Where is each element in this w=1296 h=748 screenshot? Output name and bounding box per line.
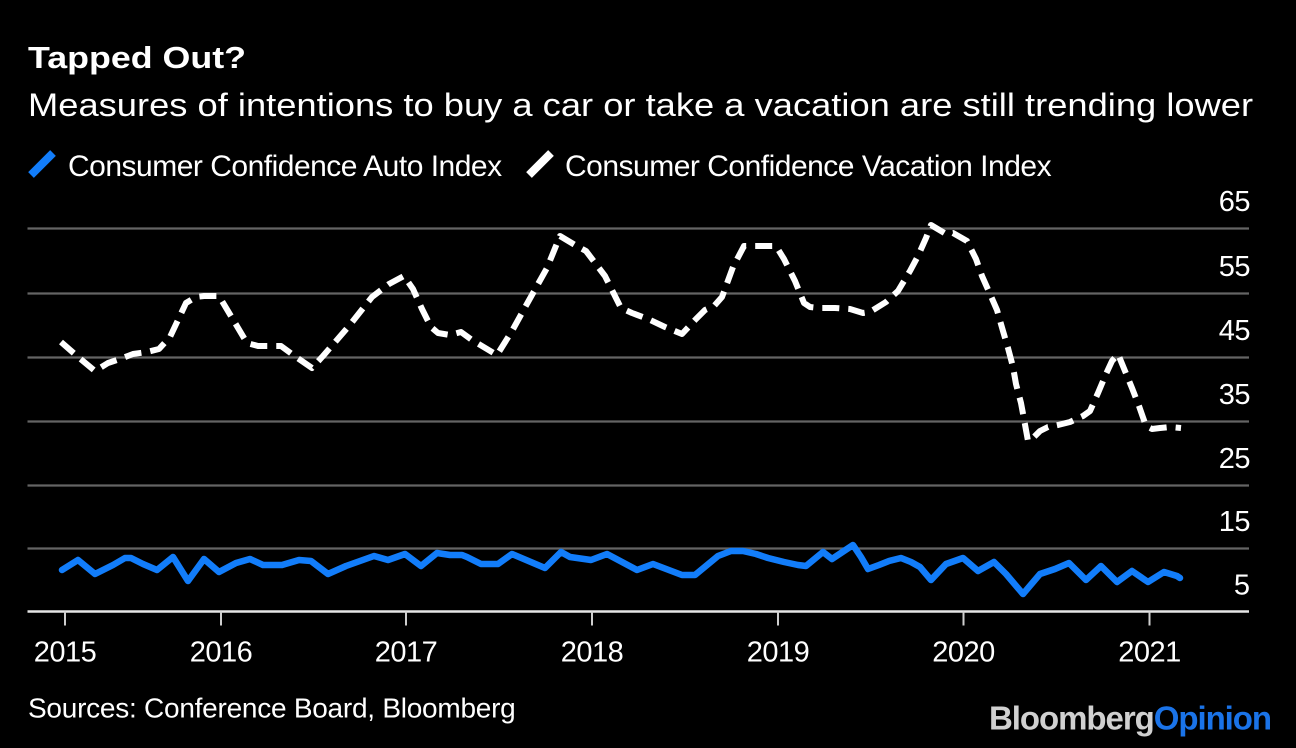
svg-text:45: 45 [1219,315,1250,347]
svg-text:65: 65 [1219,186,1250,218]
svg-text:2019: 2019 [747,637,810,669]
svg-text:15: 15 [1219,506,1250,538]
svg-text:Consumer Confidence Vacation I: Consumer Confidence Vacation Index [565,150,1052,183]
svg-text:2020: 2020 [932,637,995,669]
svg-text:2016: 2016 [190,637,253,669]
svg-text:Measures of intentions to buy: Measures of intentions to buy a car or t… [28,88,1253,124]
svg-text:2018: 2018 [561,637,624,669]
svg-text:35: 35 [1219,379,1250,411]
svg-text:2015: 2015 [34,637,97,669]
svg-text:2017: 2017 [375,637,438,669]
svg-text:55: 55 [1219,251,1250,283]
svg-text:2021: 2021 [1118,637,1181,669]
svg-text:Sources: Conference Board, Blo: Sources: Conference Board, Bloomberg [28,693,516,724]
svg-text:Tapped Out?: Tapped Out? [28,41,246,75]
svg-text:5: 5 [1234,570,1250,602]
svg-text:Consumer Confidence Auto Index: Consumer Confidence Auto Index [68,150,502,183]
svg-text:BloombergOpinion: BloombergOpinion [989,700,1271,737]
svg-text:25: 25 [1219,443,1250,475]
